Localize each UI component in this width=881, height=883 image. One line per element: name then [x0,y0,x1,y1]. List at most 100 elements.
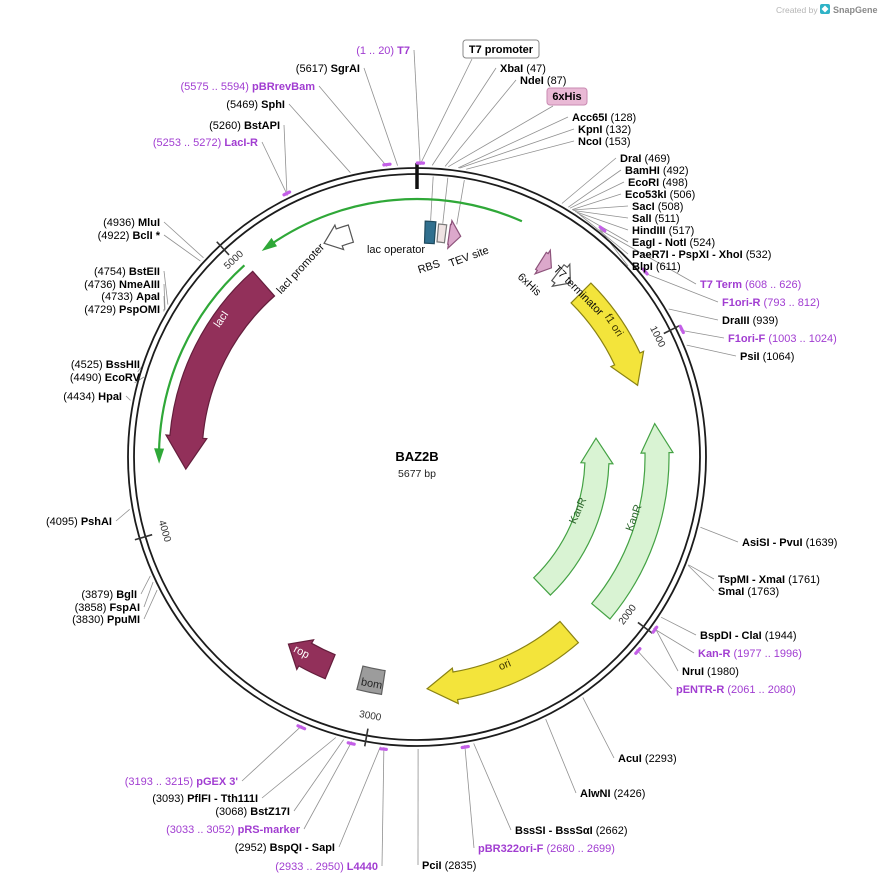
primer-mark-2680[interactable] [460,744,470,750]
enzyme-label-bspdi-clai[interactable]: BspDI - ClaI (1944) [700,630,797,642]
enzyme-label-ppumi[interactable]: (3830) PpuMI [72,614,140,626]
enzyme-label-xbai[interactable]: XbaI (47) [500,63,546,75]
enzyme-label-nmeaiii[interactable]: (4736) NmeAIII [84,279,160,291]
feature-lac-operator[interactable] [423,220,437,245]
primer-label-f1ori-r[interactable]: F1ori-R (793 .. 812) [722,297,820,309]
enzyme-label-tspmi-xmai[interactable]: TspMI - XmaI (1761) [718,574,820,586]
feature-rop[interactable] [287,638,336,680]
orf-arrow-1[interactable] [270,197,523,246]
enzyme-label-eco53ki[interactable]: Eco53kI (506) [625,189,695,201]
leader-line [125,395,131,401]
primer-mark-793[interactable] [641,267,649,276]
feature-f1-ori[interactable] [570,282,645,387]
enzyme-label-drai[interactable]: DraI (469) [620,153,670,165]
feature-kanr[interactable] [532,437,615,596]
primer-label-t7[interactable]: (1 .. 20) T7 [356,45,410,57]
enzyme-label-hpai[interactable]: (4434) HpaI [63,391,122,403]
feature-6xhis-tag[interactable] [533,248,553,275]
leader-line [283,124,288,196]
enzyme-label-sali[interactable]: SalI (511) [632,213,680,225]
enzyme-label-kpni[interactable]: KpnI (132) [578,124,631,136]
enzyme-label-ndei[interactable]: NdeI (87) [520,75,566,87]
enzyme-label-psii[interactable]: PsiI (1064) [740,351,794,363]
primer-mark-2933[interactable] [379,747,388,751]
enzyme-label-bcli[interactable]: (4922) BclI * [98,230,161,242]
primer-label-pbrrevbam[interactable]: (5575 .. 5594) pBRrevBam [180,81,315,93]
enzyme-label-ecori[interactable]: EcoRI (498) [628,177,688,189]
enzyme-label-nrui[interactable]: NruI (1980) [682,666,739,678]
enzyme-label-blpi[interactable]: BlpI (611) [632,261,681,273]
leader-line [458,116,569,169]
feature-bom[interactable] [356,665,386,696]
primer-label-f1ori-f[interactable]: F1ori-F (1003 .. 1024) [728,333,837,345]
enzyme-label-apai[interactable]: (4733) ApaI [101,291,160,303]
enzyme-label-paer7i-pspxi-xhoi[interactable]: PaeR7I - PspXI - XhoI (532) [632,249,771,261]
feature-ori[interactable] [425,620,580,705]
enzyme-label-ncoi[interactable]: NcoI (153) [578,136,631,148]
enzyme-label-pflfi-tth111i[interactable]: (3093) PflFI - Tth111I [152,793,258,805]
primer-label-prs-marker[interactable]: (3033 .. 3052) pRS-marker [166,824,301,836]
primer-label-l4440[interactable]: (2933 .. 2950) L4440 [275,861,378,873]
enzyme-label-bstz17i[interactable]: (3068) BstZ17I [215,806,290,818]
primer-label-pbr322ori-f[interactable]: pBR322ori-F (2680 .. 2699) [478,843,615,855]
enzyme-label-bgli[interactable]: (3879) BglI [81,589,137,601]
enzyme-label-mlui[interactable]: (4936) MluI [103,217,160,229]
enzyme-label-bsssi-bsss-i[interactable]: BssSI - BssSαI (2662) [515,825,628,837]
leader-line [582,697,615,759]
enzyme-label-bspqi-sapi[interactable]: (2952) BspQI - SapI [235,842,335,854]
tick-3000 [363,728,369,747]
enzyme-label-bamhi[interactable]: BamHI (492) [625,165,689,177]
boxed-label-6xhis[interactable]: 6xHis [552,91,581,103]
enzyme-label-smai[interactable]: SmaI (1763) [718,586,779,598]
enzyme-label-hindiii[interactable]: HindIII (517) [632,225,694,237]
leader-line [318,85,388,167]
enzyme-label-bstapi[interactable]: (5260) BstAPI [209,120,280,132]
primer-label-pentr-r[interactable]: pENTR-R (2061 .. 2080) [676,684,796,696]
boxed-label-bg-6xhis[interactable] [546,87,588,106]
feature-label-ori: ori [497,657,513,673]
primer-label-t7-term[interactable]: T7 Term (608 .. 626) [700,279,801,291]
primer-label-pgex-3[interactable]: (3193 .. 3215) pGEX 3' [125,776,239,788]
primer-label-laci-r[interactable]: (5253 .. 5272) LacI-R [153,137,258,149]
enzyme-label-sphi[interactable]: (5469) SphI [226,99,285,111]
feature-tev-site[interactable] [446,218,462,250]
enzyme-label-asisi-pvui[interactable]: AsiSI - PvuI (1639) [742,537,837,549]
leader-line [572,205,629,211]
enzyme-label-bsteii[interactable]: (4754) BstEII [94,266,160,278]
enzyme-label-ecorv[interactable]: (4490) EcoRV [70,372,141,384]
boxed-label-bg-t7-promoter[interactable] [462,39,540,59]
enzyme-label-saci[interactable]: SacI (508) [632,201,683,213]
enzyme-label-pcii[interactable]: PciI (2835) [422,860,476,872]
enzyme-label-draiii[interactable]: DraIII (939) [722,315,778,327]
enzyme-label-acui[interactable]: AcuI (2293) [618,753,677,765]
primer-mark-608[interactable] [598,225,607,233]
enzyme-label-bsshii[interactable]: (4525) BssHII [71,359,140,371]
feature-laci-promoter[interactable] [323,223,355,251]
feature-laci[interactable] [164,270,276,471]
enzyme-label-eagi-noti[interactable]: EagI - NotI (524) [632,237,715,249]
primer-mark-1977[interactable] [651,625,659,634]
primer-mark-3033[interactable] [346,741,356,746]
enzyme-label-pspomi[interactable]: (4729) PspOMI [84,304,160,316]
boxed-label-t7-promoter[interactable]: T7 promoter [469,44,534,56]
enzyme-label-fspai[interactable]: (3858) FspAI [75,602,140,614]
primer-mark-3193[interactable] [296,724,307,731]
feature-t7-terminator[interactable] [550,262,572,288]
leader-line [444,79,517,167]
enzyme-label-pshai[interactable]: (4095) PshAI [46,516,112,528]
feature-rbs[interactable] [436,223,448,244]
primer-mark-5575[interactable] [382,162,392,167]
orf-arrow-2[interactable] [157,264,246,453]
enzyme-label-sgrai[interactable]: (5617) SgrAI [296,63,360,75]
leader-line [140,575,151,595]
primer-mark-1003[interactable] [678,324,685,335]
feature-kanr-orf[interactable] [590,422,675,620]
primer-mark-5253[interactable] [282,190,292,197]
enzyme-label-acc65i[interactable]: Acc65I (128) [572,112,636,124]
primer-label-kan-r[interactable]: Kan-R (1977 .. 1996) [698,648,802,660]
primer-mark-2061[interactable] [634,647,642,655]
leader-line [660,616,697,636]
enzyme-label-alwni[interactable]: AlwNI (2426) [580,788,645,800]
